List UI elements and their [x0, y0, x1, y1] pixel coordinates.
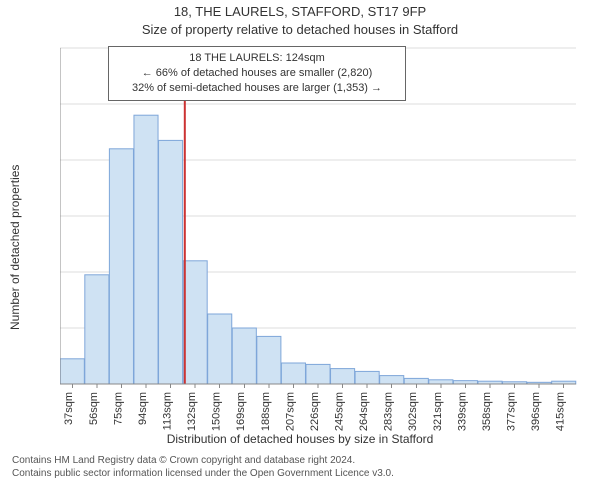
histogram-bar	[281, 363, 305, 384]
svg-text:113sqm: 113sqm	[161, 392, 173, 430]
svg-text:94sqm: 94sqm	[137, 392, 149, 425]
histogram-bar	[380, 376, 404, 384]
svg-text:226sqm: 226sqm	[309, 392, 321, 431]
histogram-bar	[85, 275, 109, 384]
svg-text:150sqm: 150sqm	[211, 392, 223, 431]
histogram-bar	[331, 369, 355, 384]
histogram-bar	[355, 371, 379, 384]
footer-line: Contains public sector information licen…	[12, 467, 394, 480]
footer-line: Contains HM Land Registry data © Crown c…	[12, 454, 394, 467]
page-title: 18, THE LAURELS, STAFFORD, ST17 9FP	[0, 4, 600, 19]
svg-text:245sqm: 245sqm	[333, 392, 345, 431]
histogram-bar	[60, 359, 84, 384]
histogram-bar	[404, 378, 428, 384]
page-subtitle: Size of property relative to detached ho…	[0, 22, 600, 37]
svg-text:339sqm: 339sqm	[456, 392, 468, 431]
svg-text:396sqm: 396sqm	[530, 392, 542, 431]
svg-text:56sqm: 56sqm	[88, 392, 100, 425]
histogram-bar	[429, 380, 453, 384]
svg-text:169sqm: 169sqm	[235, 392, 247, 431]
histogram-bar	[159, 140, 183, 384]
svg-text:377sqm: 377sqm	[505, 392, 517, 431]
svg-text:188sqm: 188sqm	[260, 392, 272, 431]
svg-text:283sqm: 283sqm	[383, 392, 395, 431]
x-axis-label: Distribution of detached houses by size …	[0, 432, 600, 446]
annotation-line: ← 66% of detached houses are smaller (2,…	[117, 66, 397, 81]
svg-text:75sqm: 75sqm	[112, 392, 124, 425]
histogram-bar	[232, 328, 256, 384]
svg-text:207sqm: 207sqm	[284, 392, 296, 431]
svg-text:415sqm: 415sqm	[555, 392, 567, 431]
svg-text:37sqm: 37sqm	[63, 392, 75, 425]
histogram-bar	[208, 314, 232, 384]
histogram-bar	[134, 115, 158, 384]
svg-text:264sqm: 264sqm	[358, 392, 370, 431]
y-axis-label: Number of detached properties	[8, 165, 22, 330]
annotation-line: 32% of semi-detached houses are larger (…	[117, 81, 397, 96]
histogram-bar	[306, 364, 330, 384]
svg-text:321sqm: 321sqm	[432, 392, 444, 431]
histogram-bar	[257, 336, 281, 384]
svg-text:132sqm: 132sqm	[186, 392, 198, 431]
svg-text:302sqm: 302sqm	[407, 392, 419, 431]
annotation-box: 18 THE LAURELS: 124sqm ← 66% of detached…	[108, 46, 406, 101]
histogram-bar	[453, 381, 477, 384]
footer: Contains HM Land Registry data © Crown c…	[12, 454, 394, 480]
histogram-bar	[109, 149, 133, 384]
svg-text:358sqm: 358sqm	[481, 392, 493, 431]
annotation-line: 18 THE LAURELS: 124sqm	[117, 51, 397, 66]
histogram-bar	[183, 261, 207, 384]
